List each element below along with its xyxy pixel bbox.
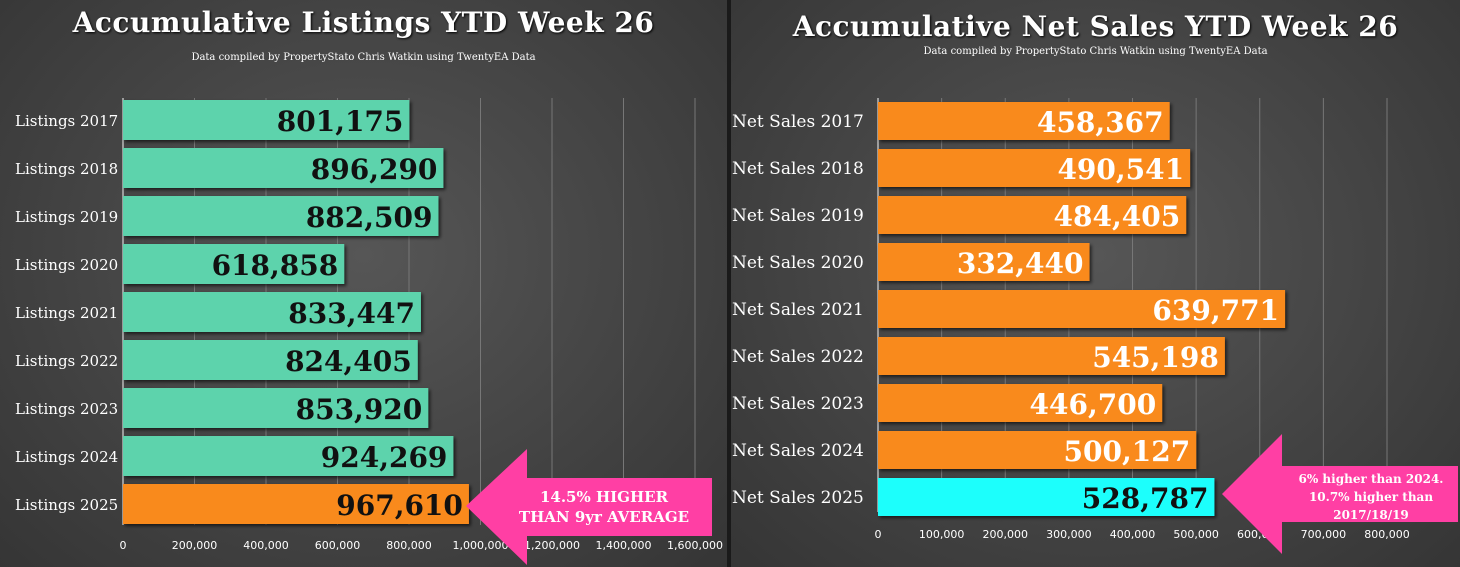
bar	[123, 436, 454, 476]
bar	[123, 244, 345, 284]
bar	[123, 388, 429, 428]
x-tick-label: 0	[875, 528, 882, 541]
value-label: 528,787	[1082, 482, 1209, 515]
category-label: Listings 2017	[15, 112, 118, 130]
x-tick-label: 1,400,000	[596, 539, 652, 552]
value-label: 490,541	[1057, 153, 1184, 186]
bar	[123, 196, 439, 236]
x-tick-label: 200,000	[983, 528, 1029, 541]
x-tick-label: 300,000	[1046, 528, 1092, 541]
bar	[878, 478, 1215, 516]
value-label: 545,198	[1092, 341, 1219, 374]
bar	[878, 384, 1163, 422]
value-label: 500,127	[1064, 435, 1191, 468]
category-label: Net Sales 2024	[732, 441, 864, 461]
callout-text: 14.5% HIGHER	[540, 488, 669, 506]
value-label: 801,175	[277, 105, 404, 138]
category-label: Net Sales 2021	[732, 300, 864, 320]
value-label: 458,367	[1037, 106, 1164, 139]
category-label: Net Sales 2023	[732, 394, 864, 414]
net-sales-bar-chart: Net Sales 2017 458,367 Net Sales 2018 490,5…	[732, 98, 1458, 554]
x-tick-label: 100,000	[919, 528, 965, 541]
x-tick-label: 400,000	[1110, 528, 1156, 541]
bar	[123, 340, 418, 380]
category-label: Listings 2021	[15, 304, 118, 322]
value-label: 896,290	[311, 153, 438, 186]
callout-text: 6% higher than 2024.	[1299, 472, 1444, 486]
listings-chart-subtitle: Data compiled by PropertyStato Chris Wat…	[191, 52, 536, 63]
x-tick-label: 400,000	[243, 539, 289, 552]
net-sales-chart-title: Accumulative Net Sales YTD Week 26	[792, 10, 1399, 43]
bar	[878, 290, 1286, 328]
category-label: Listings 2022	[15, 352, 118, 370]
pink-callout-arrow	[1222, 434, 1458, 554]
value-label: 853,920	[296, 393, 423, 426]
net-sales-chart-panel: Accumulative Net Sales YTD Week 26 Data …	[731, 0, 1460, 567]
value-label: 967,610	[336, 489, 463, 522]
x-tick-label: 1,200,000	[524, 539, 580, 552]
listings-chart-panel: Accumulative Listings YTD Week 26 Data c…	[0, 0, 727, 567]
value-label: 332,440	[957, 247, 1084, 280]
x-tick-label: 500,000	[1173, 528, 1219, 541]
category-label: Net Sales 2022	[732, 347, 864, 367]
bar	[878, 243, 1090, 281]
category-label: Listings 2024	[15, 448, 118, 466]
category-label: Net Sales 2025	[732, 488, 864, 508]
x-tick-label: 200,000	[172, 539, 218, 552]
category-label: Listings 2019	[15, 208, 118, 226]
net-sales-chart-subtitle: Data compiled by PropertyStato Chris Wat…	[923, 46, 1268, 57]
x-tick-label: 700,000	[1301, 528, 1347, 541]
value-label: 639,771	[1152, 294, 1279, 327]
callout-text: 10.7% higher than	[1309, 490, 1433, 504]
category-label: Listings 2020	[15, 256, 118, 274]
x-tick-label: 800,000	[386, 539, 432, 552]
value-label: 882,509	[306, 201, 433, 234]
bar	[123, 100, 410, 140]
value-label: 924,269	[321, 441, 448, 474]
callout-text: THAN 9yr AVERAGE	[519, 508, 689, 526]
value-label: 824,405	[285, 345, 412, 378]
bar	[123, 484, 469, 524]
bar	[878, 431, 1197, 469]
category-label: Listings 2023	[15, 400, 118, 418]
value-label: 446,700	[1030, 388, 1157, 421]
category-label: Listings 2018	[15, 160, 118, 178]
category-label: Net Sales 2019	[732, 206, 864, 226]
x-tick-label: 600,000	[315, 539, 361, 552]
category-label: Net Sales 2017	[732, 112, 864, 132]
x-tick-label: 0	[120, 539, 127, 552]
value-label: 618,858	[212, 249, 339, 282]
bar	[878, 196, 1187, 234]
category-label: Listings 2025	[15, 496, 118, 514]
x-tick-label: 1,000,000	[453, 539, 509, 552]
listings-bar-chart: Listings 2017 801,175 Listings 2018 896,290…	[15, 98, 723, 565]
bar	[123, 292, 421, 332]
pink-callout-arrow	[466, 449, 712, 565]
bar	[878, 102, 1170, 140]
bar	[878, 337, 1225, 375]
bar	[123, 148, 444, 188]
category-label: Net Sales 2020	[732, 253, 864, 273]
bar	[878, 149, 1191, 187]
value-label: 833,447	[288, 297, 415, 330]
listings-chart-title: Accumulative Listings YTD Week 26	[72, 6, 655, 39]
value-label: 484,405	[1054, 200, 1181, 233]
callout-text: 2017/18/19	[1333, 508, 1409, 522]
x-tick-label: 1,600,000	[667, 539, 723, 552]
category-label: Net Sales 2018	[732, 159, 864, 179]
x-tick-label: 800,000	[1364, 528, 1410, 541]
